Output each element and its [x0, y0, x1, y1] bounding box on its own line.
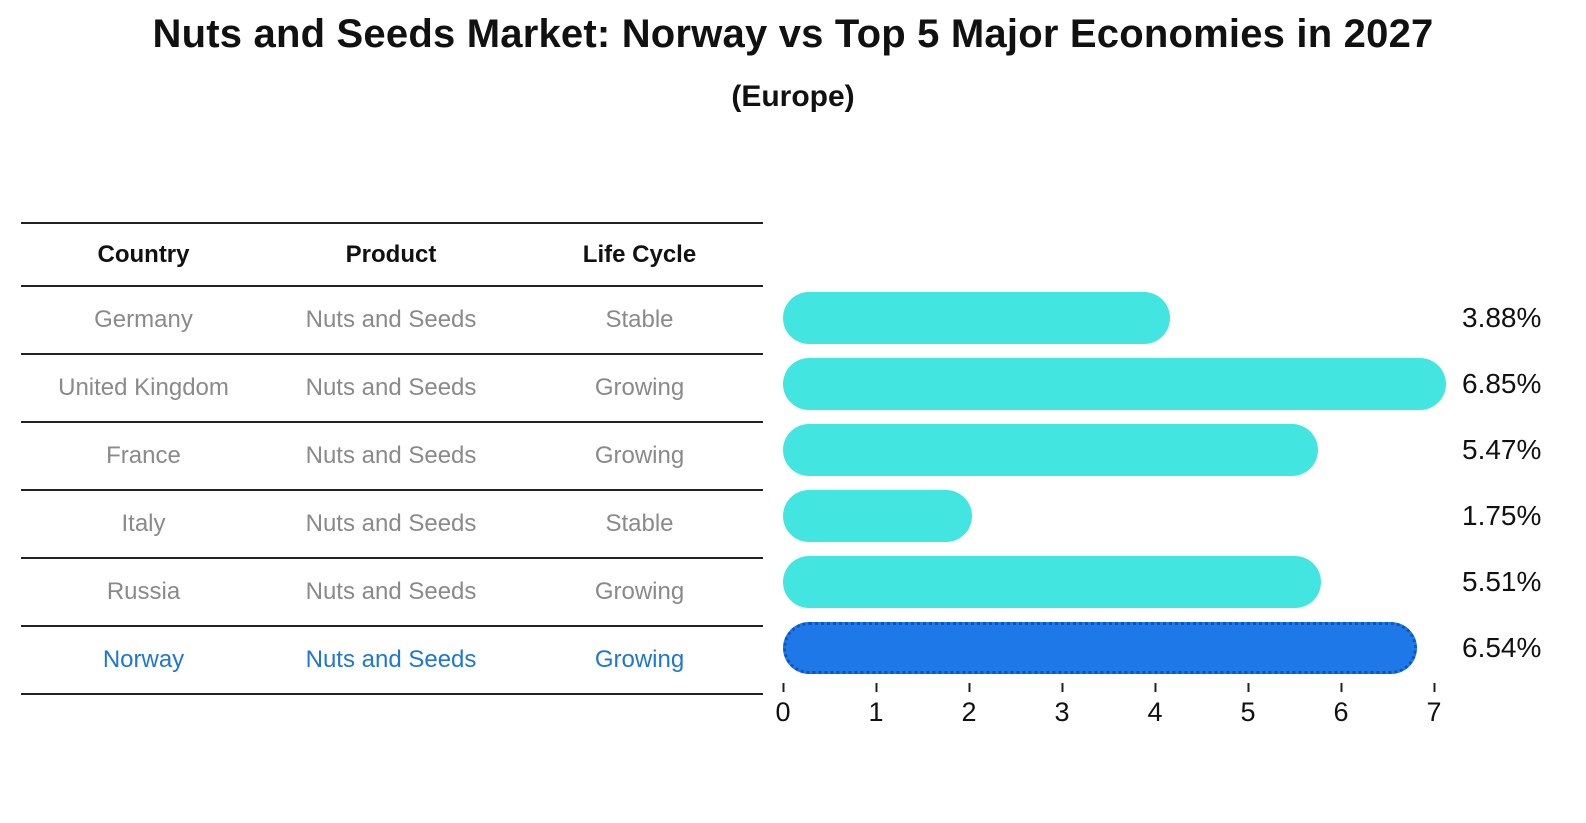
value-label: 3.88%	[1462, 302, 1542, 333]
product-cell: Nuts and Seeds	[305, 306, 477, 333]
tick-mark	[968, 683, 970, 692]
country-cell: United Kingdom	[58, 374, 229, 401]
x-axis-tick: 1	[868, 683, 884, 728]
table-row-norway: Norway Nuts and Seeds Growing	[21, 627, 763, 695]
x-axis-tick: 0	[775, 683, 791, 728]
country-cell: Germany	[94, 306, 193, 333]
column-header-country: Country	[97, 240, 190, 268]
life-cycle-cell: Growing	[594, 578, 685, 605]
life-cycle-cell: Growing	[594, 646, 685, 673]
country-cell: France	[106, 442, 181, 469]
tick-label: 6	[1333, 697, 1349, 727]
tick-label: 4	[1147, 697, 1163, 727]
table-row: Italy Nuts and Seeds Stable	[21, 491, 763, 559]
column-header-product: Product	[345, 240, 437, 268]
bar-row: 6.85%	[783, 351, 1586, 417]
country-cell: Russia	[106, 578, 181, 605]
product-cell: Nuts and Seeds	[305, 374, 477, 401]
tick-mark	[875, 683, 877, 692]
value-label: 5.47%	[1462, 434, 1542, 465]
value-label: 5.51%	[1462, 566, 1542, 597]
bar-united-kingdom	[783, 358, 1447, 410]
tick-mark	[782, 683, 784, 692]
tick-label: 3	[1054, 697, 1070, 727]
bar-france	[783, 424, 1318, 476]
country-cell: Norway	[102, 646, 185, 673]
value-label: 1.75%	[1462, 500, 1542, 531]
x-axis-tick: 3	[1054, 683, 1070, 728]
bar-germany	[783, 292, 1170, 344]
x-axis-tick: 4	[1147, 683, 1163, 728]
life-cycle-cell: Growing	[594, 374, 685, 401]
tick-label: 0	[775, 697, 791, 727]
tick-mark	[1154, 683, 1156, 692]
bar-italy	[783, 490, 972, 542]
x-axis-tick: 6	[1333, 683, 1349, 728]
bar-chart: 3.88% 6.85% 5.47% 1.75% 5.51% 6.54%	[783, 285, 1586, 681]
bar-row: 6.54%	[783, 615, 1586, 681]
product-cell: Nuts and Seeds	[305, 442, 477, 469]
product-cell: Nuts and Seeds	[305, 646, 477, 673]
life-cycle-cell: Stable	[605, 510, 674, 537]
life-cycle-cell: Stable	[605, 306, 674, 333]
tick-label: 1	[868, 697, 884, 727]
data-table: Country Product Life Cycle Germany Nuts …	[21, 222, 763, 695]
table-header-row: Country Product Life Cycle	[21, 224, 763, 287]
table-row: Russia Nuts and Seeds Growing	[21, 559, 763, 627]
x-axis-tick: 2	[961, 683, 977, 728]
tick-label: 7	[1426, 697, 1442, 727]
bar-russia	[783, 556, 1322, 608]
bar-row: 1.75%	[783, 483, 1586, 549]
x-axis: 0 1 2 3 4 5 6 7	[775, 683, 1523, 753]
bar-norway	[783, 622, 1418, 674]
tick-mark	[1247, 683, 1249, 692]
bar-row: 3.88%	[783, 285, 1586, 351]
x-axis-tick: 5	[1240, 683, 1256, 728]
table-row: Germany Nuts and Seeds Stable	[21, 287, 763, 355]
table-row: United Kingdom Nuts and Seeds Growing	[21, 355, 763, 423]
bar-row: 5.47%	[783, 417, 1586, 483]
product-cell: Nuts and Seeds	[305, 510, 477, 537]
tick-label: 5	[1240, 697, 1256, 727]
value-label: 6.54%	[1462, 632, 1542, 663]
column-header-life-cycle: Life Cycle	[582, 240, 697, 268]
product-cell: Nuts and Seeds	[305, 578, 477, 605]
value-label: 6.85%	[1462, 368, 1542, 399]
bar-row: 5.51%	[783, 549, 1586, 615]
country-cell: Italy	[121, 510, 166, 537]
tick-mark	[1340, 683, 1342, 692]
life-cycle-cell: Growing	[594, 442, 685, 469]
tick-label: 2	[961, 697, 977, 727]
chart-title: Nuts and Seeds Market: Norway vs Top 5 M…	[152, 12, 1434, 56]
tick-mark	[1061, 683, 1063, 692]
table-row: France Nuts and Seeds Growing	[21, 423, 763, 491]
chart-subtitle: (Europe)	[731, 80, 855, 113]
x-axis-tick: 7	[1426, 683, 1442, 728]
tick-mark	[1433, 683, 1435, 692]
